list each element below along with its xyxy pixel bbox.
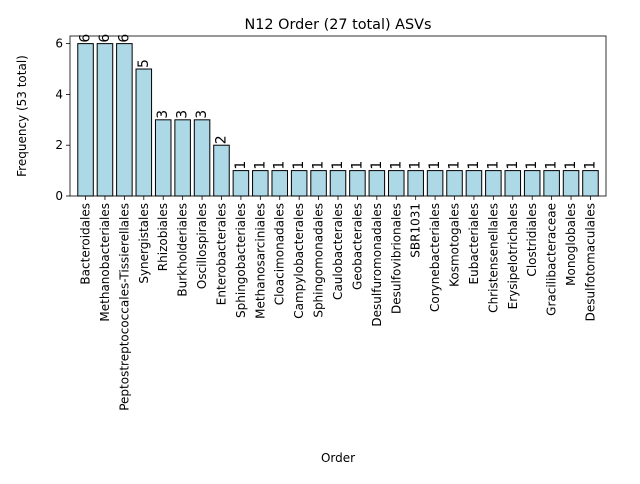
bar-7 xyxy=(213,144,230,197)
bar-16 xyxy=(387,170,405,197)
y-tick-label-3: 6 xyxy=(55,37,63,51)
x-tick-label-0: Bacteroidales xyxy=(79,203,93,285)
x-tick-label-12: Sphingomonadales xyxy=(312,203,326,318)
x-tick-label-21: Christensenellales xyxy=(486,203,500,313)
x-tick-label-5: Burkholderiales xyxy=(176,203,190,297)
x-tick-label-4: Rhizobiales xyxy=(156,203,170,271)
bar-1 xyxy=(96,43,114,197)
bar-value-label-12: 1 xyxy=(311,161,327,170)
bar-3 xyxy=(135,68,153,197)
bar-value-label-11: 1 xyxy=(291,161,307,170)
bar-value-label-6: 3 xyxy=(194,110,210,119)
x-tick-label-22: Erysipelotrichales xyxy=(506,203,520,309)
bar-20 xyxy=(465,170,483,197)
x-tick-label-6: Oscillospirales xyxy=(195,203,209,289)
bar-9 xyxy=(252,170,269,197)
bar-0 xyxy=(77,43,94,197)
bar-value-label-7: 2 xyxy=(213,135,229,144)
bar-value-label-26: 1 xyxy=(582,161,598,170)
bar-4 xyxy=(154,119,172,197)
bar-value-label-4: 3 xyxy=(155,110,171,119)
bar-13 xyxy=(329,170,347,197)
bar-value-label-14: 1 xyxy=(349,161,365,170)
bar-value-label-9: 1 xyxy=(252,161,268,170)
x-axis-label: Order xyxy=(321,451,355,465)
bar-value-label-8: 1 xyxy=(233,161,249,170)
bar-23 xyxy=(523,170,541,197)
bar-value-label-15: 1 xyxy=(369,161,385,170)
x-tick-label-2: Peptostreptococcales-Tissierellales xyxy=(117,203,131,411)
bar-value-label-10: 1 xyxy=(272,161,288,170)
bar-6 xyxy=(193,119,211,197)
plot-frame xyxy=(69,35,607,197)
bar-value-label-21: 1 xyxy=(485,161,501,170)
bar-value-label-17: 1 xyxy=(408,161,424,170)
bar-8 xyxy=(232,170,250,197)
x-tick-label-13: Caulobacterales xyxy=(331,203,345,300)
bar-12 xyxy=(310,170,327,197)
bar-21 xyxy=(485,170,502,197)
bar-value-label-22: 1 xyxy=(505,161,521,170)
bars-layer: 6 6 653 3 321 1 1 1 1 1 1 1 1 1 1 1 1 1 1 1 1 1 1 xyxy=(77,34,599,197)
x-tick-label-11: Campylobacterales xyxy=(292,203,306,319)
bar-value-label-25: 1 xyxy=(563,161,579,170)
x-tick-label-25: Monoglobales xyxy=(564,203,578,286)
chart-title: N12 Order (27 total) ASVs xyxy=(244,17,431,33)
x-tick-label-16: Desulfovibrionales xyxy=(389,203,403,314)
bar-value-label-18: 1 xyxy=(427,161,443,170)
x-tick-label-8: Sphingobacteriales xyxy=(234,203,248,318)
bar-value-label-5: 3 xyxy=(175,110,191,119)
bar-value-label-16: 1 xyxy=(388,161,404,170)
y-axis-label: Frequency (53 total) xyxy=(15,55,29,177)
x-tick-label-14: Geobacterales xyxy=(350,203,364,290)
x-tick-label-19: Kosmotogales xyxy=(448,203,462,287)
bar-5 xyxy=(174,119,191,197)
bar-11 xyxy=(290,170,308,197)
x-tick-label-24: Gracilibacteraceae xyxy=(545,203,559,316)
bar-24 xyxy=(543,170,560,197)
bar-value-label-13: 1 xyxy=(330,161,346,170)
x-tick-label-1: Methanobacteriales xyxy=(98,203,112,322)
x-tick-label-17: SBR1031 xyxy=(409,203,423,258)
y-tick-label-1: 2 xyxy=(55,138,63,152)
bar-value-label-19: 1 xyxy=(447,161,463,170)
x-tick-label-23: Clostridiales xyxy=(525,203,539,277)
x-tick-label-3: Synergistales xyxy=(137,203,151,284)
bar-value-label-0: 6 xyxy=(78,34,94,43)
bar-18 xyxy=(426,170,444,197)
x-tick-label-20: Eubacteriales xyxy=(467,203,481,284)
bar-value-label-20: 1 xyxy=(466,161,482,170)
bar-value-label-23: 1 xyxy=(524,161,540,170)
bar-26 xyxy=(582,170,599,197)
x-tick-label-15: Desulfuromonadales xyxy=(370,203,384,327)
bar-25 xyxy=(562,170,580,197)
bar-22 xyxy=(504,170,522,197)
y-tick-label-0: 0 xyxy=(55,189,63,203)
x-tick-label-7: Enterobacterales xyxy=(214,203,228,305)
y-tick-label-2: 4 xyxy=(55,87,63,101)
bar-10 xyxy=(271,170,289,197)
bar-value-label-1: 6 xyxy=(97,34,113,43)
bar-19 xyxy=(446,170,463,197)
x-tick-label-18: Corynebacteriales xyxy=(428,203,442,312)
bar-14 xyxy=(349,170,366,197)
bar-value-label-2: 6 xyxy=(116,34,132,43)
bar-2 xyxy=(116,43,133,197)
bar-value-label-24: 1 xyxy=(544,161,560,170)
x-tick-label-10: Cloacimonadales xyxy=(273,203,287,305)
axes-layer: Bacteroidales Methanobacteriales Peptostre… xyxy=(55,35,607,411)
bar-15 xyxy=(368,170,386,197)
x-tick-label-26: Desulfotomaculales xyxy=(583,203,597,321)
bar-17 xyxy=(407,170,424,197)
x-tick-label-9: Methanosarciniales xyxy=(253,203,267,319)
bar-value-label-3: 5 xyxy=(136,59,152,68)
